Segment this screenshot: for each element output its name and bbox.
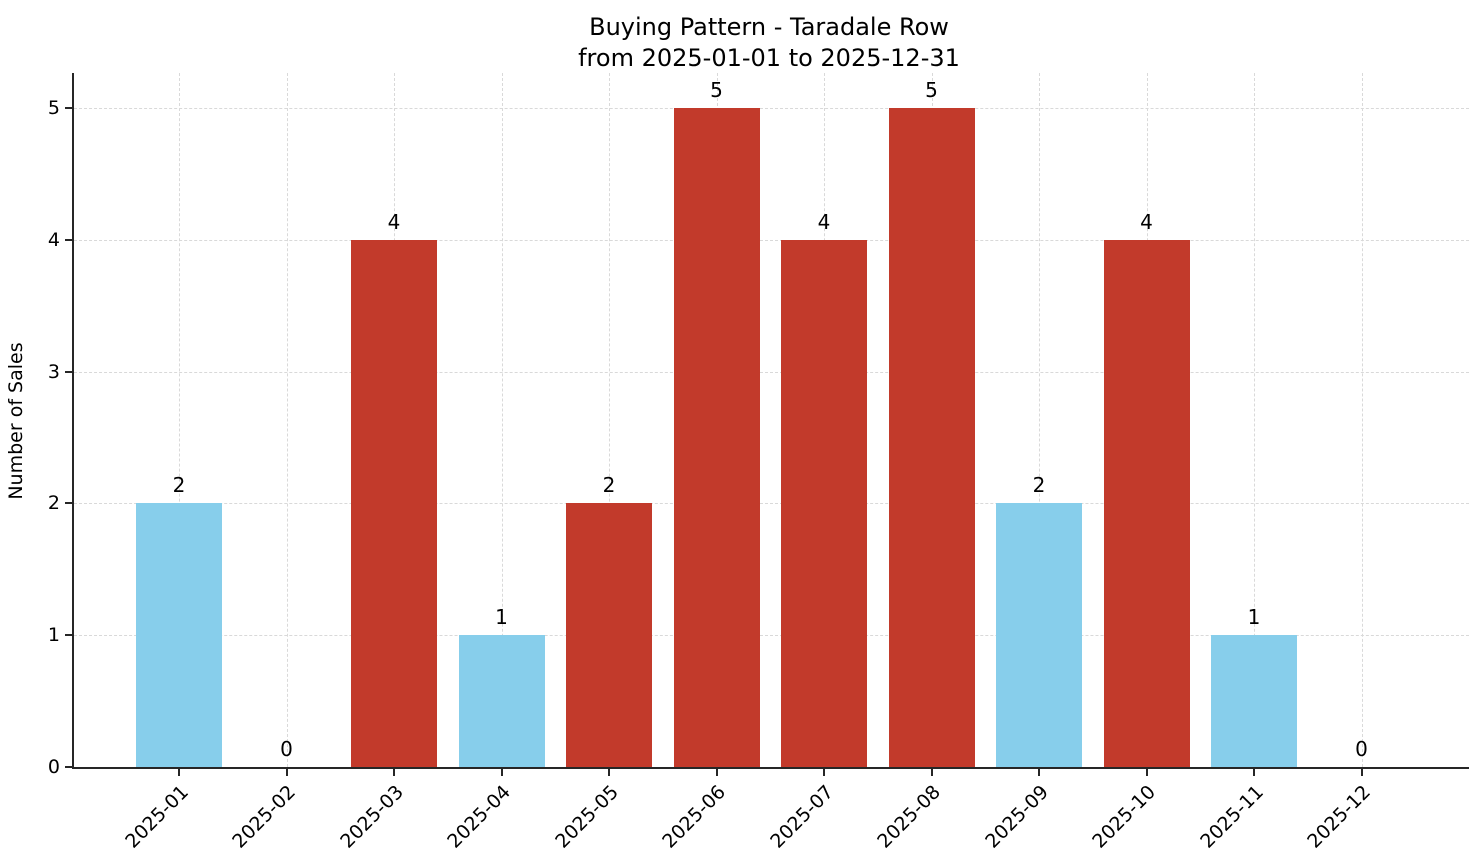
bar-value-label-2025-10: 4 <box>1140 209 1153 234</box>
v-gridline-2025-12 <box>1361 73 1363 767</box>
y-tick-5 <box>65 107 73 109</box>
x-tick-2025-04 <box>500 768 503 776</box>
bar-2025-04 <box>458 635 545 767</box>
h-gridline-1 <box>74 635 1469 637</box>
bar-value-label-2025-03: 4 <box>387 209 401 234</box>
bar-2025-08 <box>888 108 975 767</box>
x-tick-2025-01 <box>178 768 180 776</box>
x-tick-label-2025-07: 2025-07 <box>765 781 838 853</box>
x-tick-label-2025-12: 2025-12 <box>1303 781 1376 853</box>
x-tick-2025-12 <box>1360 768 1363 776</box>
x-tick-label-2025-08: 2025-08 <box>873 781 946 853</box>
y-tick-label-1: 1 <box>47 624 60 647</box>
v-gridline-2025-02 <box>286 73 288 767</box>
bar-2025-10 <box>1103 239 1190 767</box>
x-tick-label-2025-05: 2025-05 <box>550 781 623 853</box>
y-tick-label-3: 3 <box>47 360 60 383</box>
y-tick-label-0: 0 <box>47 756 60 778</box>
x-tick-label-2025-04: 2025-04 <box>443 781 516 853</box>
v-gridline-2025-09 <box>1039 73 1040 767</box>
bar-value-label-2025-07: 4 <box>817 209 831 234</box>
chart-title: Buying Pattern - Taradale Row <box>589 13 949 41</box>
x-tick-2025-10 <box>1145 768 1148 776</box>
chart-title-block: Buying Pattern - Taradale Row from 2025-… <box>578 12 960 74</box>
x-tick-2025-09 <box>1038 768 1040 776</box>
bar-2025-05 <box>566 503 652 767</box>
x-tick-2025-08 <box>930 768 933 776</box>
bar-value-label-2025-08: 5 <box>925 78 938 102</box>
bar-value-label-2025-06: 5 <box>710 78 723 102</box>
bar-2025-03 <box>351 239 437 767</box>
x-tick-label-2025-02: 2025-02 <box>228 781 301 853</box>
bar-value-label-2025-04: 1 <box>495 605 508 630</box>
y-tick-3 <box>65 370 73 373</box>
bar-value-label-2025-11: 1 <box>1247 605 1261 630</box>
bar-value-label-2025-05: 2 <box>602 473 616 498</box>
h-gridline-4 <box>74 239 1469 241</box>
bar-2025-07 <box>781 239 867 767</box>
bar-value-label-2025-01: 2 <box>172 473 186 498</box>
x-tick-label-2025-03: 2025-03 <box>335 781 408 853</box>
x-tick-label-2025-10: 2025-10 <box>1088 781 1161 853</box>
x-tick-2025-11 <box>1253 768 1255 776</box>
x-tick-2025-07 <box>823 768 825 776</box>
h-gridline-3 <box>74 371 1469 373</box>
x-tick-label-2025-06: 2025-06 <box>658 781 731 853</box>
h-gridline-2 <box>74 503 1469 505</box>
y-tick-2 <box>65 502 73 505</box>
y-tick-1 <box>65 634 73 637</box>
v-gridline-2025-04 <box>501 73 503 767</box>
chart-subtitle: from 2025-01-01 to 2025-12-31 <box>578 44 960 72</box>
y-tick-label-4: 4 <box>47 228 60 251</box>
bar-2025-06 <box>673 108 760 767</box>
v-gridline-2025-01 <box>179 73 180 767</box>
bar-2025-01 <box>136 503 222 767</box>
v-gridline-2025-11 <box>1254 73 1255 767</box>
bar-2025-09 <box>996 503 1082 767</box>
bar-2025-11 <box>1211 635 1297 767</box>
h-gridline-5 <box>74 108 1469 109</box>
y-tick-label-2: 2 <box>47 492 60 515</box>
y-tick-0 <box>65 766 73 768</box>
x-tick-2025-02 <box>285 768 288 776</box>
v-gridline-2025-05 <box>609 73 610 767</box>
x-tick-2025-05 <box>608 768 610 776</box>
x-tick-2025-03 <box>393 768 395 776</box>
y-tick-label-5: 5 <box>47 97 60 119</box>
x-tick-label-2025-09: 2025-09 <box>980 781 1053 853</box>
y-tick-4 <box>65 238 73 241</box>
bar-value-label-2025-02: 0 <box>280 737 293 761</box>
x-tick-2025-06 <box>715 768 718 776</box>
plot-area: 0 1 2 3 4 5 2025-01 2 2025-02 0 2025-03 4 2025-04 1 20… <box>48 73 1469 853</box>
x-tick-label-2025-11: 2025-11 <box>1195 781 1268 853</box>
bar-value-label-2025-12: 0 <box>1355 737 1368 761</box>
x-tick-label-2025-01: 2025-01 <box>120 781 193 853</box>
bar-value-label-2025-09: 2 <box>1032 473 1046 498</box>
